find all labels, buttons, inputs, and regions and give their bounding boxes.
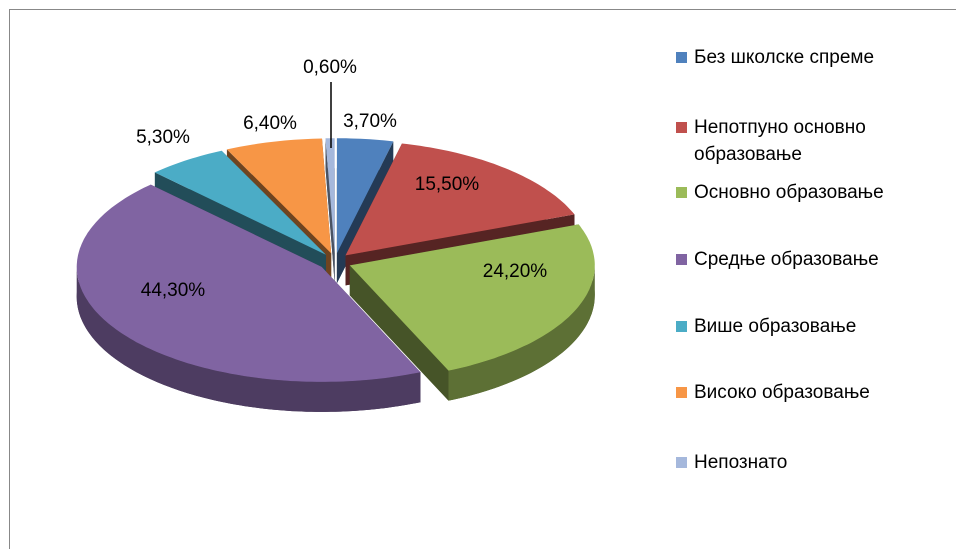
slice-top [76, 184, 421, 382]
legend-item: Непотпуно основно образовање [676, 114, 946, 168]
legend-swatch [676, 52, 687, 63]
legend-label: Средње образовање [694, 249, 879, 270]
slice [349, 224, 595, 401]
slice-edge [325, 138, 335, 284]
legend-item: Без школске спреме [676, 44, 874, 71]
slice-top [349, 224, 595, 371]
legend-item: Основно образовање [676, 179, 884, 206]
legend-swatch [676, 254, 687, 265]
slice-top [226, 138, 332, 254]
legend-label: Непотпуно основно образовање [694, 117, 866, 165]
data-label: 0,60% [303, 57, 357, 78]
legend-swatch [676, 387, 687, 398]
legend-label: Непознато [694, 452, 788, 473]
legend-swatch [676, 457, 687, 468]
slice-side [76, 266, 421, 412]
slice-top [345, 143, 575, 256]
slice [76, 184, 421, 412]
slice [325, 138, 335, 284]
legend-label: Више образовање [694, 316, 857, 337]
data-label: 15,50% [415, 174, 480, 195]
slice-side [448, 265, 595, 401]
slice-top [336, 138, 394, 254]
slice-top [154, 150, 326, 255]
legend-swatch [676, 321, 687, 332]
legend-item: Непознато [676, 449, 787, 476]
data-label: 5,30% [136, 127, 190, 148]
legend-item: Више образовање [676, 313, 856, 340]
slice-top [325, 138, 335, 254]
legend-label: Високо образовање [694, 382, 870, 403]
legend-swatch [676, 187, 687, 198]
legend-item: Високо образовање [676, 379, 870, 406]
slice-edge [349, 265, 449, 401]
data-label: 24,20% [483, 261, 548, 282]
legend-label: Без школске спреме [694, 47, 875, 68]
legend-swatch [676, 122, 687, 133]
chart-frame [9, 9, 956, 549]
data-label: 6,40% [243, 113, 297, 134]
legend-item: Средње образовање [676, 246, 879, 273]
data-label: 3,70% [343, 111, 397, 132]
legend-label: Основно образовање [694, 182, 884, 203]
data-label: 44,30% [141, 280, 206, 301]
